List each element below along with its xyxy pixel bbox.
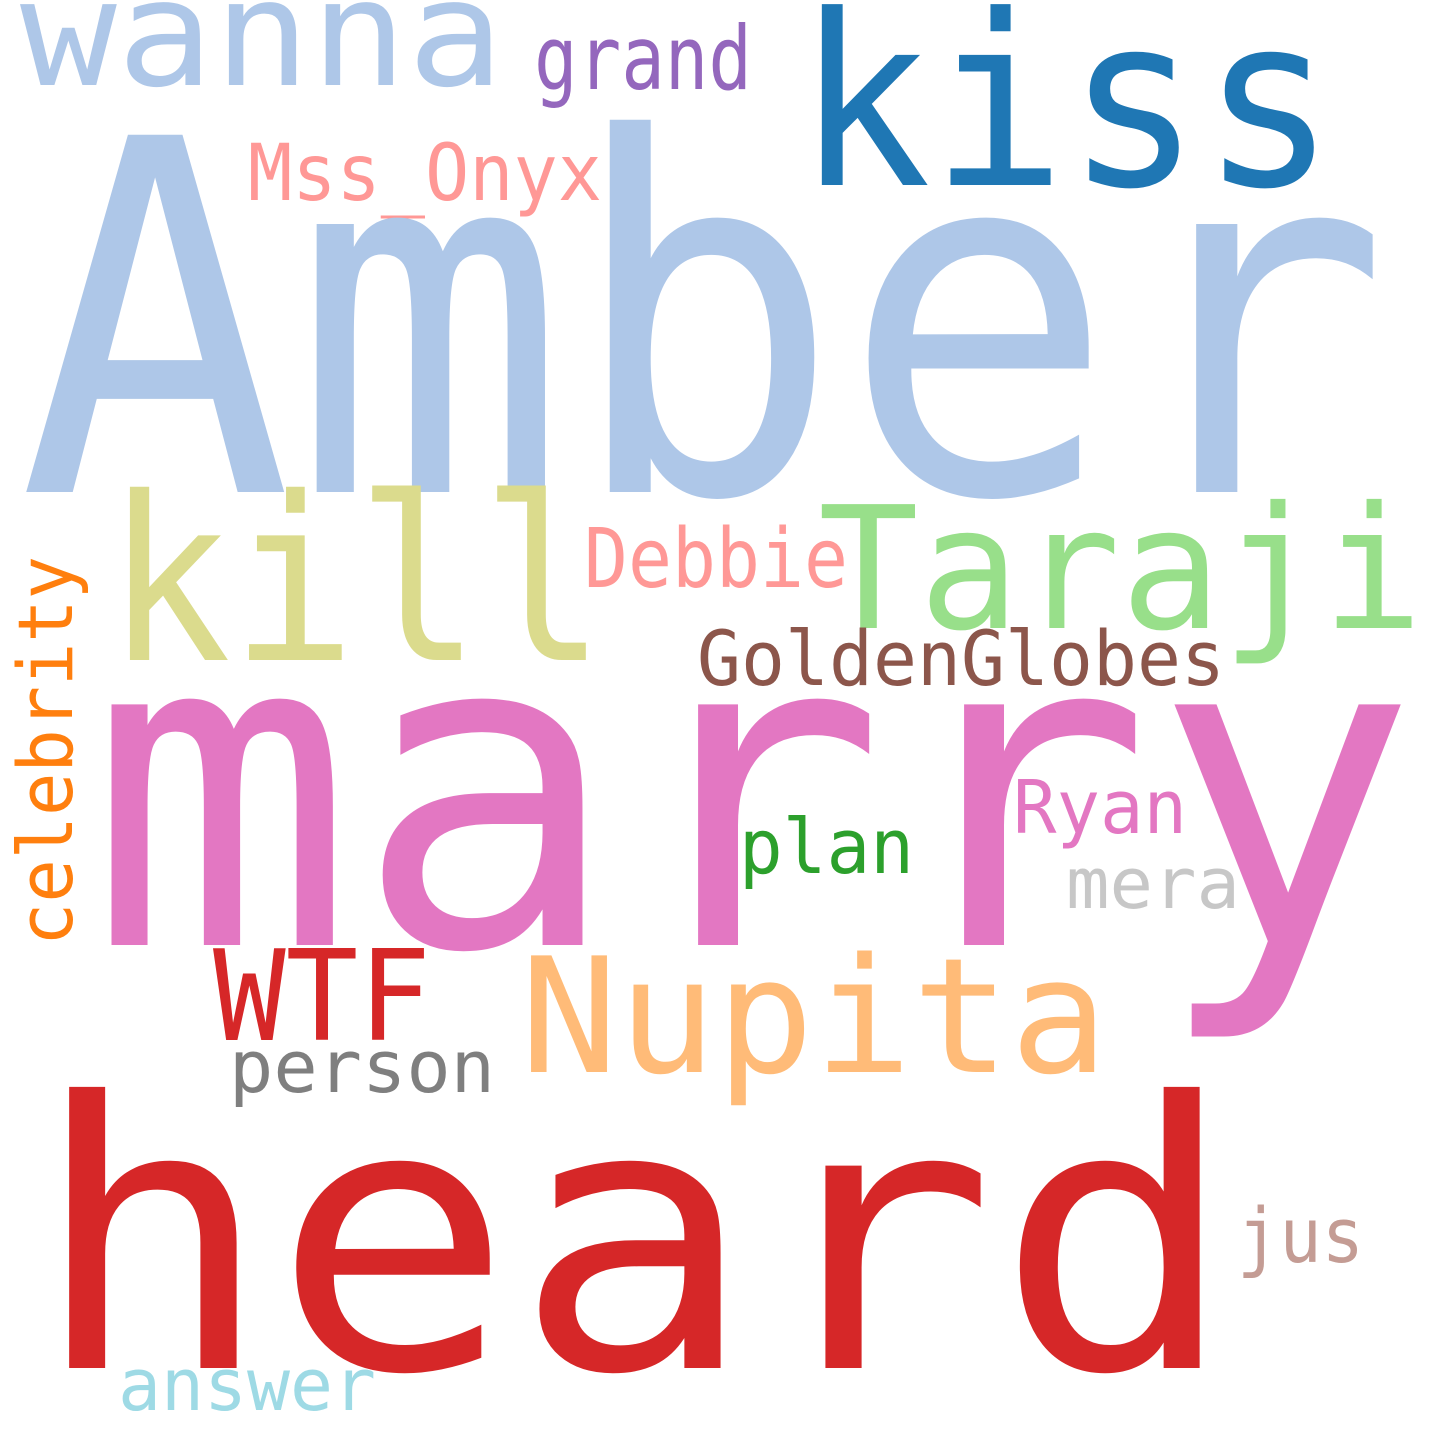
- word-debbie: Debbie: [584, 512, 848, 607]
- word-heard: heard: [31, 1026, 1237, 1440]
- word-kill: kill: [106, 448, 606, 714]
- word-mss-onyx: Mss_Onyx: [248, 129, 602, 219]
- word-plan: plan: [739, 802, 914, 891]
- word-taraji: Taraji: [818, 471, 1423, 669]
- word-amber: Amber: [18, 37, 1390, 608]
- word-mera: mera: [1066, 843, 1240, 925]
- word-wtf: WTF: [213, 923, 431, 1070]
- word-jus: jus: [1237, 1191, 1364, 1280]
- word-answer: answer: [118, 1343, 376, 1427]
- word-ryan: Ryan: [1013, 765, 1187, 851]
- word-grand: grand: [534, 7, 752, 110]
- word-nupita: Nupita: [520, 923, 1108, 1110]
- word-kiss: kiss: [796, 0, 1336, 242]
- word-goldenglobes: GoldenGlobes: [697, 614, 1225, 703]
- word-person: person: [229, 1025, 495, 1109]
- word-marry: marry: [88, 537, 1418, 1049]
- word-celebrity: celebrity: [1, 556, 90, 946]
- word-wanna: wanna: [20, 0, 504, 120]
